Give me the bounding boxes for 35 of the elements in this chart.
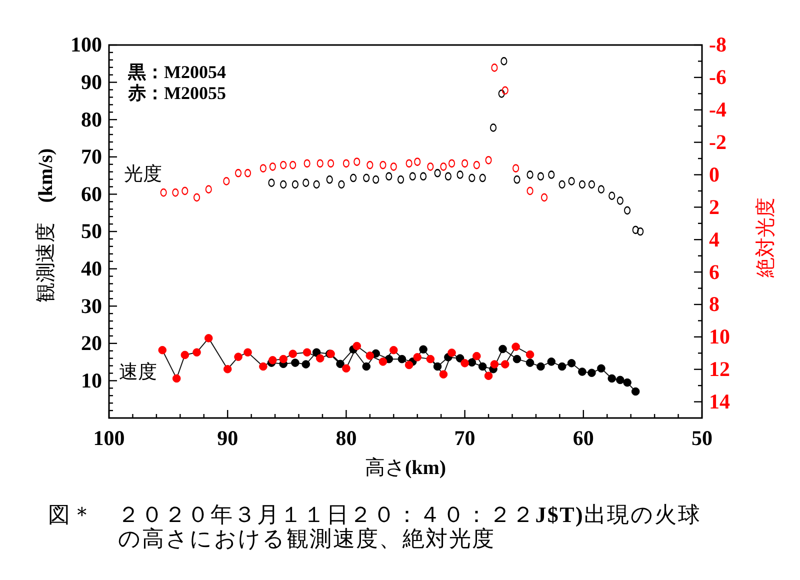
y2-tick-label: -6: [709, 65, 726, 90]
y2-tick-label: 6: [709, 260, 720, 284]
annotation: 光度: [124, 163, 162, 185]
annotation: 黒：M20054: [127, 62, 226, 82]
annotation: 赤：M20055: [127, 83, 226, 103]
y2-tick-label: -8: [709, 32, 726, 57]
y2-tick-label: 14: [709, 390, 730, 414]
x-tick-label: 70: [454, 426, 476, 450]
y-tick-label: 40: [81, 256, 102, 281]
y2-tick-label: 2: [709, 194, 720, 219]
y2-tick-label: 8: [709, 292, 720, 316]
y-axis-title: 観測速度 (km/s): [35, 148, 57, 303]
y2-tick-label: -2: [709, 130, 726, 154]
y2-tick-label: 12: [709, 357, 730, 382]
text: の高さにおける観測速度、絶対光度: [118, 526, 496, 551]
x-tick-label: 90: [217, 426, 238, 450]
y-tick-label: 100: [70, 32, 102, 57]
y2-axis-title: 絶対光度: [755, 198, 777, 278]
y-tick-label: 20: [81, 331, 102, 356]
y2-tick-label: 10: [709, 324, 730, 349]
y-tick-label: 10: [81, 368, 102, 392]
y-tick-label: 50: [81, 219, 102, 244]
x-tick-label: 80: [336, 426, 357, 450]
y2-tick-label: 4: [709, 227, 720, 252]
y2-tick-label: 0: [709, 162, 720, 186]
y-tick-label: 90: [81, 70, 102, 94]
y2-tick-label: -4: [709, 98, 727, 122]
x-tick-label: 60: [572, 426, 594, 450]
y-tick-label: 80: [81, 107, 102, 132]
y-tick-label: 70: [81, 144, 102, 169]
x-tick-label: 50: [692, 426, 712, 450]
y-tick-label: 30: [81, 294, 102, 318]
x-axis-title: 高さ(km): [364, 456, 446, 479]
y-tick-label: 60: [81, 182, 102, 206]
annotation: 速度: [119, 361, 157, 383]
